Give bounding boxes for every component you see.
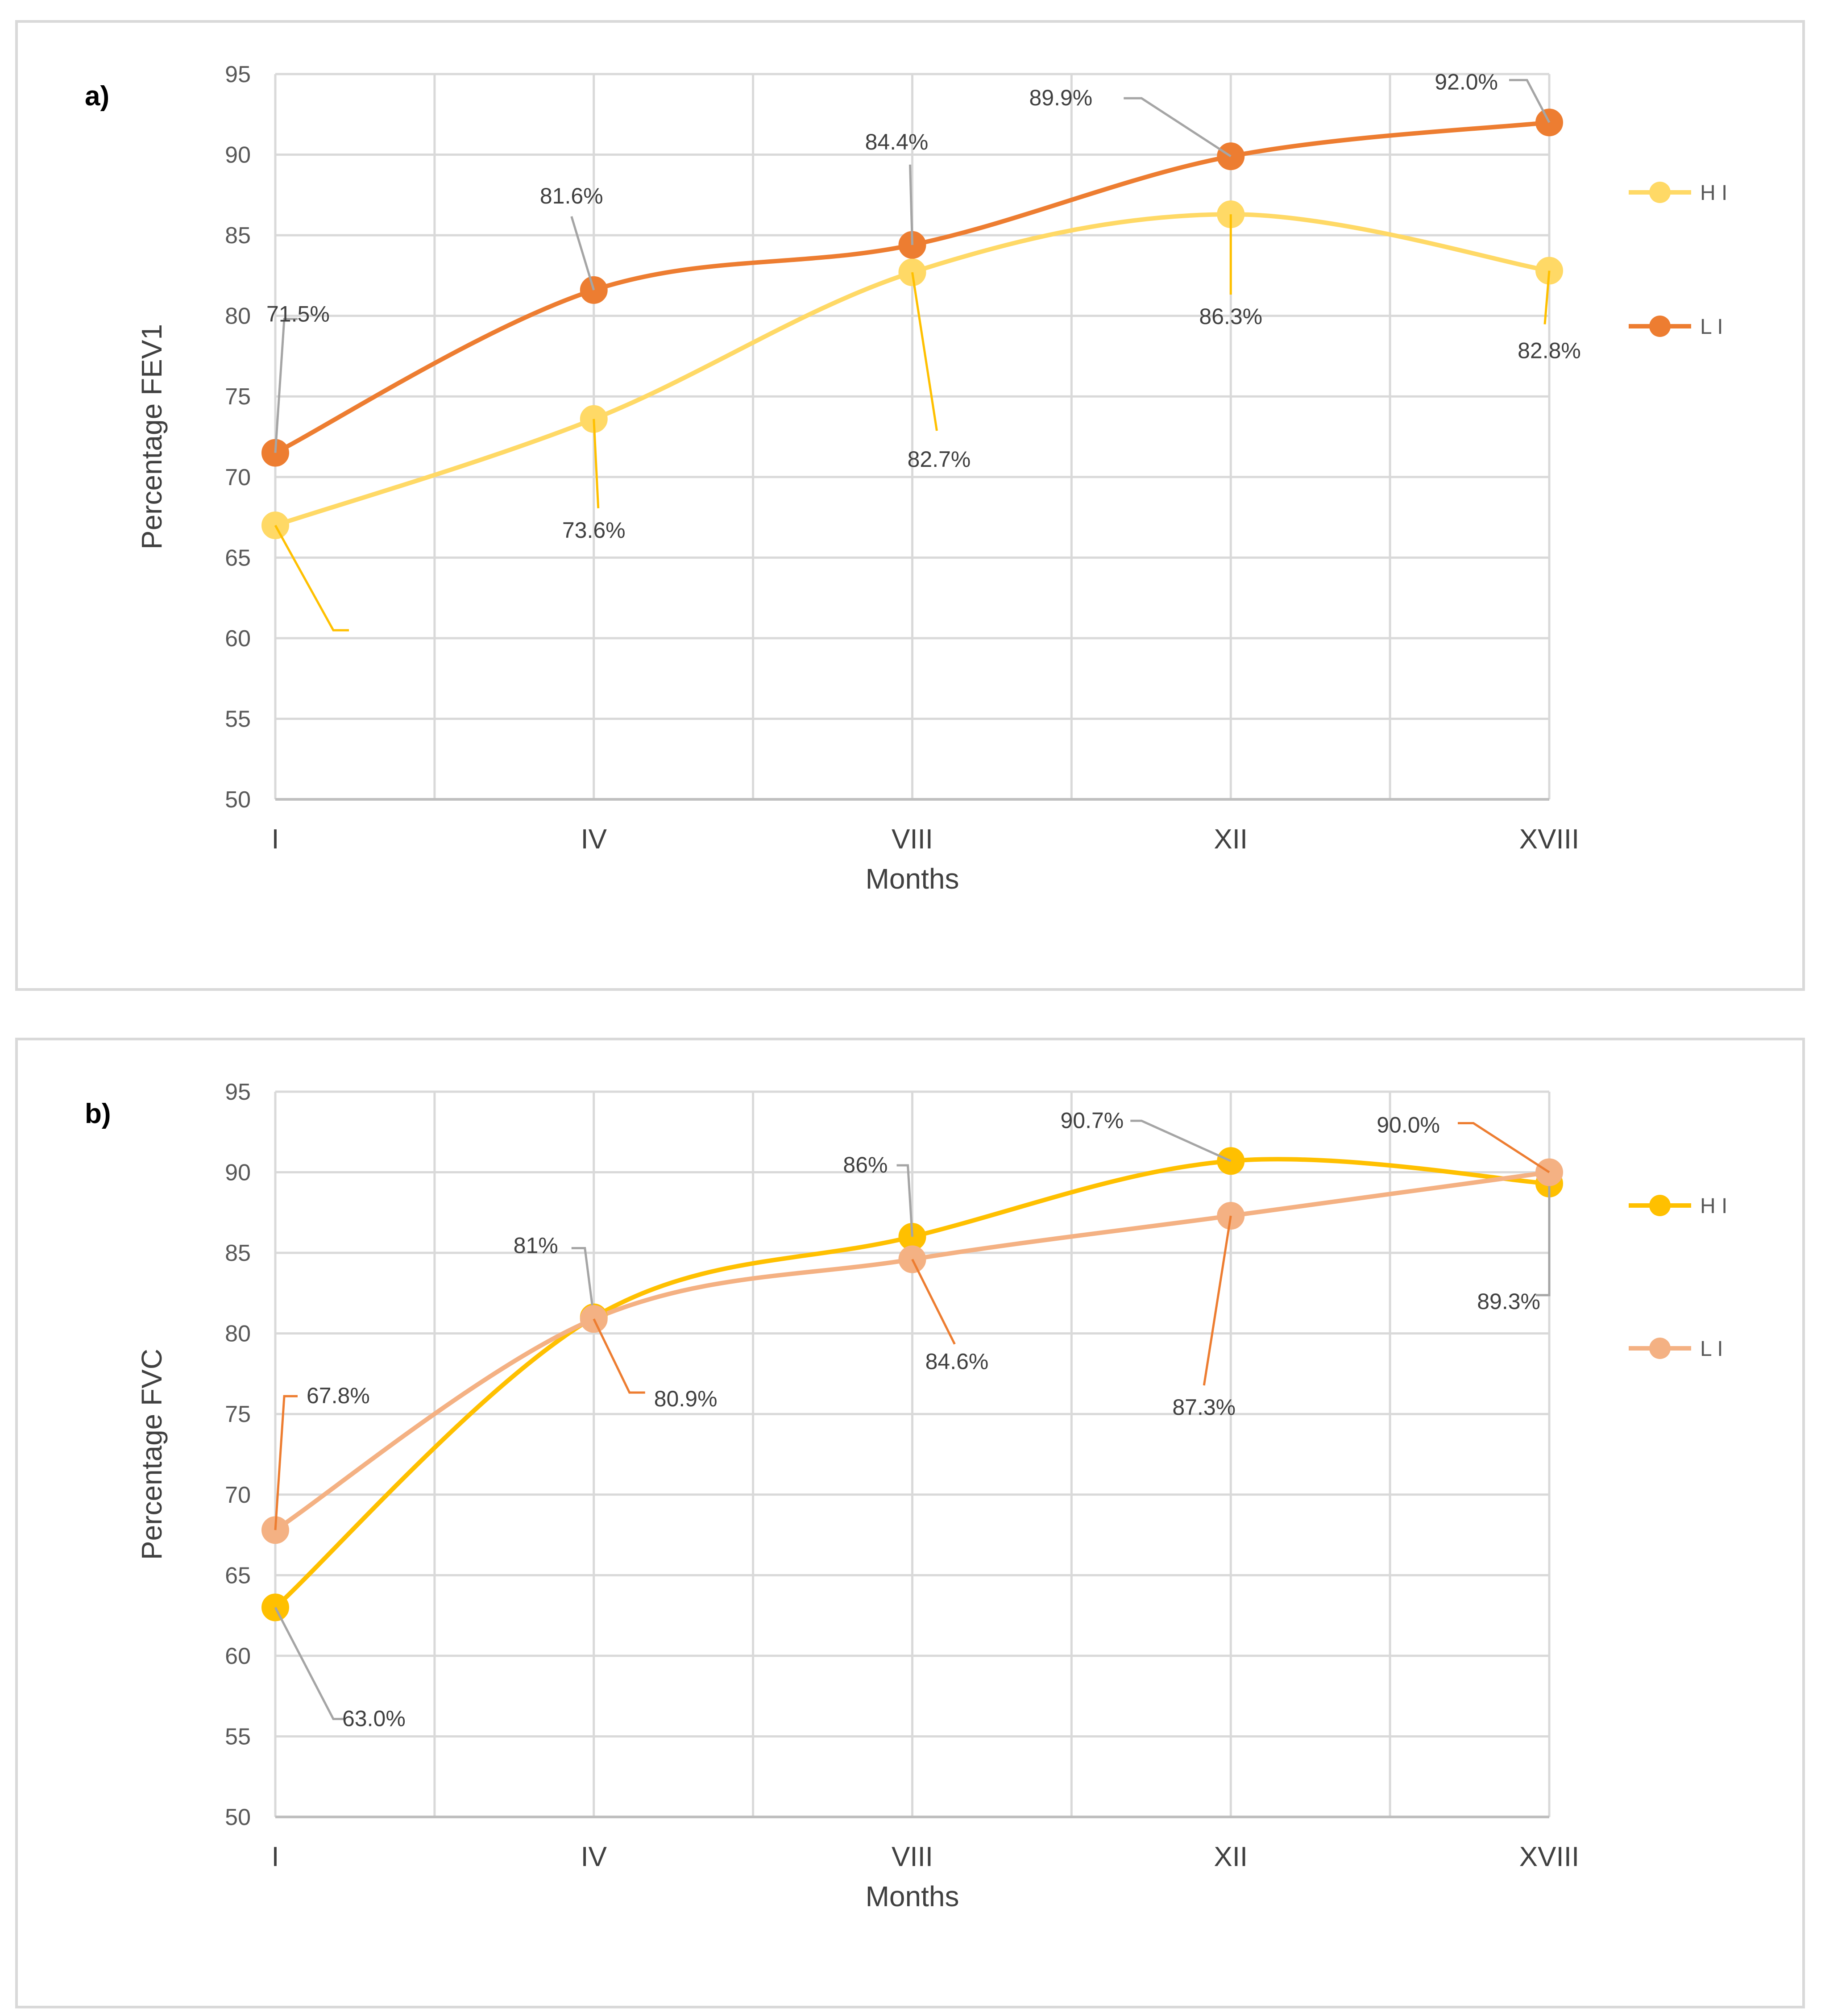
y-tick-label: 75 (225, 1401, 251, 1427)
legend-label: H I (1700, 181, 1727, 205)
data-label: 86.3% (1199, 304, 1262, 329)
data-label-leader (1543, 270, 1551, 324)
y-tick-label: 70 (225, 1482, 251, 1508)
data-label-leader (274, 524, 349, 632)
chart-panel-a: 50 55 60 65 70 75 80 85 90 95 I IV VIII XII XVIII Month… (15, 20, 1805, 991)
data-label-leader (1124, 97, 1232, 158)
x-tick-label: XVIII (1519, 1841, 1579, 1872)
panel-label: b) (85, 1098, 111, 1129)
y-tick-label: 65 (225, 1563, 251, 1588)
data-label: 71.5% (266, 302, 330, 327)
legend-swatch-marker (1649, 1195, 1671, 1216)
data-label: 81.6% (540, 183, 603, 208)
data-label: 81% (514, 1233, 558, 1258)
data-label-leader (1509, 79, 1551, 123)
x-axis-title: Months (866, 863, 959, 895)
data-label-leader (911, 272, 938, 431)
y-tick-label: 95 (225, 1079, 251, 1105)
legend-label: H I (1700, 1194, 1727, 1218)
y-tick-label: 50 (225, 1804, 251, 1830)
y-tick-label: 65 (225, 545, 251, 571)
y-tick-label: 75 (225, 384, 251, 410)
legend-swatch-marker (1649, 182, 1671, 203)
y-tick-label: 90 (225, 142, 251, 168)
x-tick-label: I (271, 824, 279, 855)
data-label-leader (1130, 1119, 1232, 1162)
data-label-leader (274, 1607, 344, 1721)
x-tick-label: XII (1214, 824, 1248, 855)
data-point (1535, 1158, 1563, 1186)
x-tick-label: IV (581, 824, 607, 855)
series-line-hi (273, 1157, 1551, 1610)
chart-a: 50 55 60 65 70 75 80 85 90 95 I IV VIII XII XVIII Month… (85, 62, 1727, 895)
x-tick-label: VIII (892, 1841, 933, 1872)
data-label: 84.4% (865, 129, 929, 154)
panel-label: a) (85, 81, 109, 112)
data-label: 84.6% (925, 1349, 989, 1374)
chart-panel-b: 50 55 60 65 70 75 80 85 90 95 I IV VIII XII XVIII Month… (15, 1038, 1805, 2008)
data-label-leader (1458, 1122, 1550, 1173)
data-label: 63.0% (342, 1706, 406, 1731)
y-axis-title: Percentage FEV1 (136, 324, 168, 549)
data-label-leader (593, 1318, 645, 1394)
data-label-leader (571, 1247, 595, 1318)
data-label: 86% (843, 1152, 888, 1177)
y-tick-label: 60 (225, 1643, 251, 1669)
x-tick-label: VIII (892, 824, 933, 855)
data-label-leader (896, 1164, 913, 1237)
y-tick-label: 55 (225, 706, 251, 732)
y-tick-label: 85 (225, 1240, 251, 1266)
y-tick-label: 55 (225, 1724, 251, 1750)
x-tick-label: XVIII (1519, 824, 1579, 855)
y-tick-label: 85 (225, 223, 251, 249)
data-label: 87.3% (1172, 1395, 1236, 1420)
x-tick-label: XII (1214, 1841, 1248, 1872)
data-label-leader (1536, 1183, 1551, 1297)
data-label-leader (909, 164, 913, 245)
legend-swatch-marker (1649, 1338, 1671, 1359)
y-tick-label: 80 (225, 303, 251, 329)
data-point (1217, 1147, 1245, 1175)
data-label: 89.3% (1477, 1289, 1540, 1314)
legend-label: L I (1700, 1337, 1723, 1361)
x-tick-label: IV (581, 1841, 607, 1872)
data-label: 80.9% (654, 1386, 718, 1411)
y-tick-label: 60 (225, 626, 251, 652)
data-label: 73.6% (562, 518, 626, 543)
y-tick-label: 50 (225, 787, 251, 813)
data-label: 82.8% (1518, 338, 1581, 363)
y-tick-label: 90 (225, 1160, 251, 1186)
data-label-leader (911, 1259, 956, 1345)
data-label: 90.0% (1377, 1113, 1440, 1138)
data-label-leader (274, 318, 298, 453)
data-label: 90.7% (1060, 1108, 1124, 1133)
y-axis-title: Percentage FVC (136, 1349, 168, 1560)
data-label-leader (274, 1395, 298, 1530)
data-label: 67.8% (307, 1383, 370, 1408)
data-label: 89.9% (1029, 85, 1092, 110)
y-tick-label: 80 (225, 1321, 251, 1347)
data-label: 92.0% (1435, 69, 1498, 94)
y-tick-label: 70 (225, 465, 251, 490)
chart-b: 50 55 60 65 70 75 80 85 90 95 I IV VIII XII XVIII Month… (85, 1079, 1727, 1912)
data-label-leader (570, 216, 595, 291)
y-tick-label: 95 (225, 62, 251, 87)
x-axis-title: Months (866, 1880, 959, 1912)
data-label-leader (1203, 1215, 1232, 1386)
legend-label: L I (1700, 315, 1723, 339)
legend-swatch-marker (1649, 316, 1671, 337)
x-tick-label: I (271, 1841, 279, 1872)
data-label: 82.7% (908, 447, 971, 472)
data-label-leader (593, 419, 600, 508)
